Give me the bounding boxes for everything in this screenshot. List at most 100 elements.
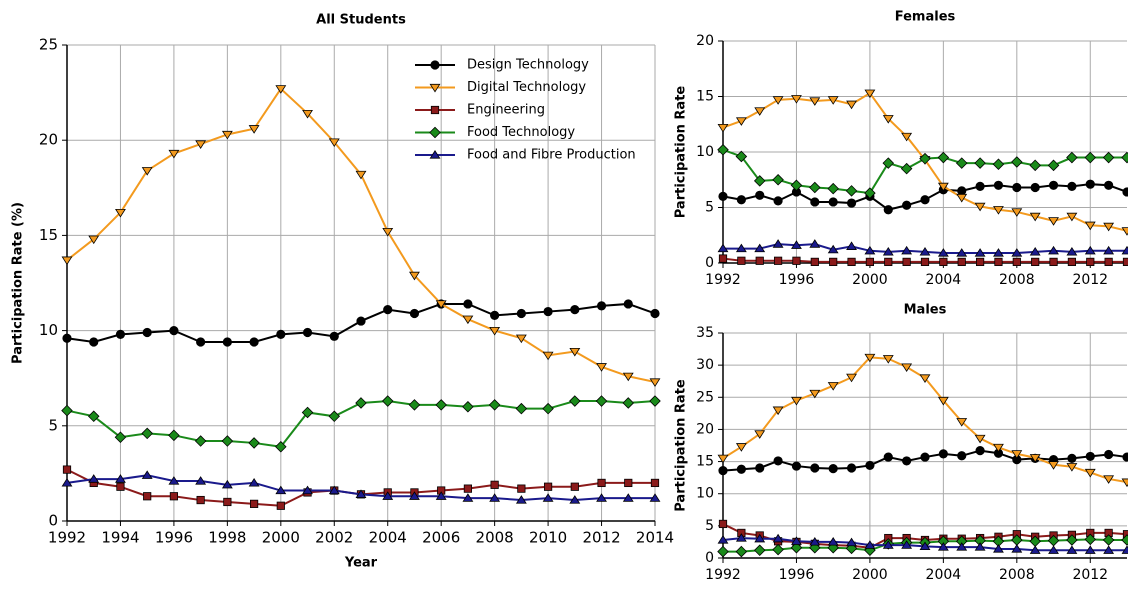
- x-tick-label: 2000: [852, 272, 888, 288]
- marker: [772, 173, 784, 186]
- x-tick-label: 2012: [1072, 272, 1108, 288]
- marker: [956, 418, 968, 427]
- marker: [382, 227, 394, 237]
- marker: [828, 197, 838, 207]
- marker: [920, 257, 930, 266]
- marker: [993, 443, 1004, 453]
- marker: [248, 477, 260, 487]
- marker: [356, 316, 366, 326]
- marker: [1066, 212, 1078, 222]
- marker: [717, 144, 729, 156]
- marker: [275, 485, 287, 495]
- marker: [827, 536, 839, 546]
- marker: [809, 97, 821, 106]
- marker: [1104, 257, 1113, 266]
- marker: [622, 493, 634, 502]
- marker: [754, 533, 766, 543]
- marker: [275, 85, 287, 94]
- marker: [114, 431, 127, 443]
- legend: Design Technology Digital Technology Engin…: [415, 58, 636, 163]
- marker: [737, 256, 746, 265]
- marker: [735, 243, 747, 253]
- marker: [248, 125, 260, 134]
- marker: [89, 337, 99, 347]
- marker: [827, 182, 839, 195]
- marker: [827, 244, 839, 254]
- marker: [649, 493, 661, 502]
- marker: [939, 257, 948, 266]
- marker: [846, 537, 857, 547]
- legend-marker: [430, 105, 440, 115]
- marker: [718, 465, 728, 476]
- marker: [276, 501, 285, 510]
- x-tick-label: 2000: [852, 567, 888, 583]
- x-tick-label: 2008: [476, 529, 514, 547]
- marker: [435, 399, 447, 411]
- x-tick-label: 2014: [636, 529, 674, 547]
- marker: [542, 351, 554, 361]
- marker: [515, 402, 528, 415]
- marker: [1122, 452, 1128, 462]
- chart-title: All Students: [316, 13, 406, 28]
- marker: [570, 482, 579, 491]
- marker: [141, 427, 153, 440]
- marker: [543, 482, 553, 491]
- marker: [302, 485, 313, 495]
- marker: [622, 397, 635, 409]
- marker: [1067, 257, 1077, 266]
- marker: [88, 235, 100, 245]
- marker: [569, 395, 581, 407]
- marker: [62, 333, 72, 343]
- marker: [809, 389, 821, 399]
- marker: [88, 474, 100, 483]
- x-tick-label: 1992: [48, 529, 86, 547]
- marker: [595, 395, 608, 407]
- marker: [955, 157, 968, 169]
- marker: [328, 410, 341, 423]
- marker: [222, 337, 232, 347]
- marker: [792, 256, 801, 265]
- marker: [1011, 248, 1023, 257]
- marker: [623, 299, 633, 309]
- marker: [1011, 544, 1023, 553]
- marker: [809, 181, 821, 194]
- marker: [517, 484, 526, 493]
- marker: [754, 107, 766, 116]
- legend-label: Food Technology: [467, 125, 575, 140]
- marker: [275, 440, 287, 453]
- y-tick-label: 5: [705, 200, 714, 216]
- marker: [1121, 545, 1128, 554]
- marker: [845, 542, 858, 555]
- marker: [596, 301, 607, 311]
- marker: [116, 482, 125, 491]
- marker: [974, 202, 986, 212]
- marker: [196, 337, 206, 347]
- marker: [87, 410, 100, 423]
- y-tick-label: 35: [696, 325, 714, 341]
- marker: [829, 257, 838, 266]
- marker: [975, 446, 985, 456]
- marker: [901, 363, 913, 373]
- marker: [957, 257, 966, 266]
- marker: [882, 246, 894, 256]
- marker: [569, 495, 581, 504]
- marker: [1031, 257, 1040, 266]
- marker: [1011, 156, 1023, 168]
- marker: [221, 130, 233, 140]
- marker: [718, 191, 728, 201]
- marker: [1103, 475, 1115, 484]
- marker: [570, 305, 580, 315]
- marker: [773, 256, 783, 265]
- y-tick-label: 0: [705, 550, 714, 566]
- marker: [61, 256, 73, 266]
- marker: [1066, 246, 1078, 256]
- marker: [650, 478, 660, 488]
- marker: [882, 540, 894, 549]
- marker: [975, 257, 985, 266]
- marker: [755, 256, 764, 265]
- marker: [1029, 212, 1041, 222]
- marker: [221, 479, 233, 489]
- marker: [791, 461, 802, 471]
- marker: [1121, 245, 1128, 255]
